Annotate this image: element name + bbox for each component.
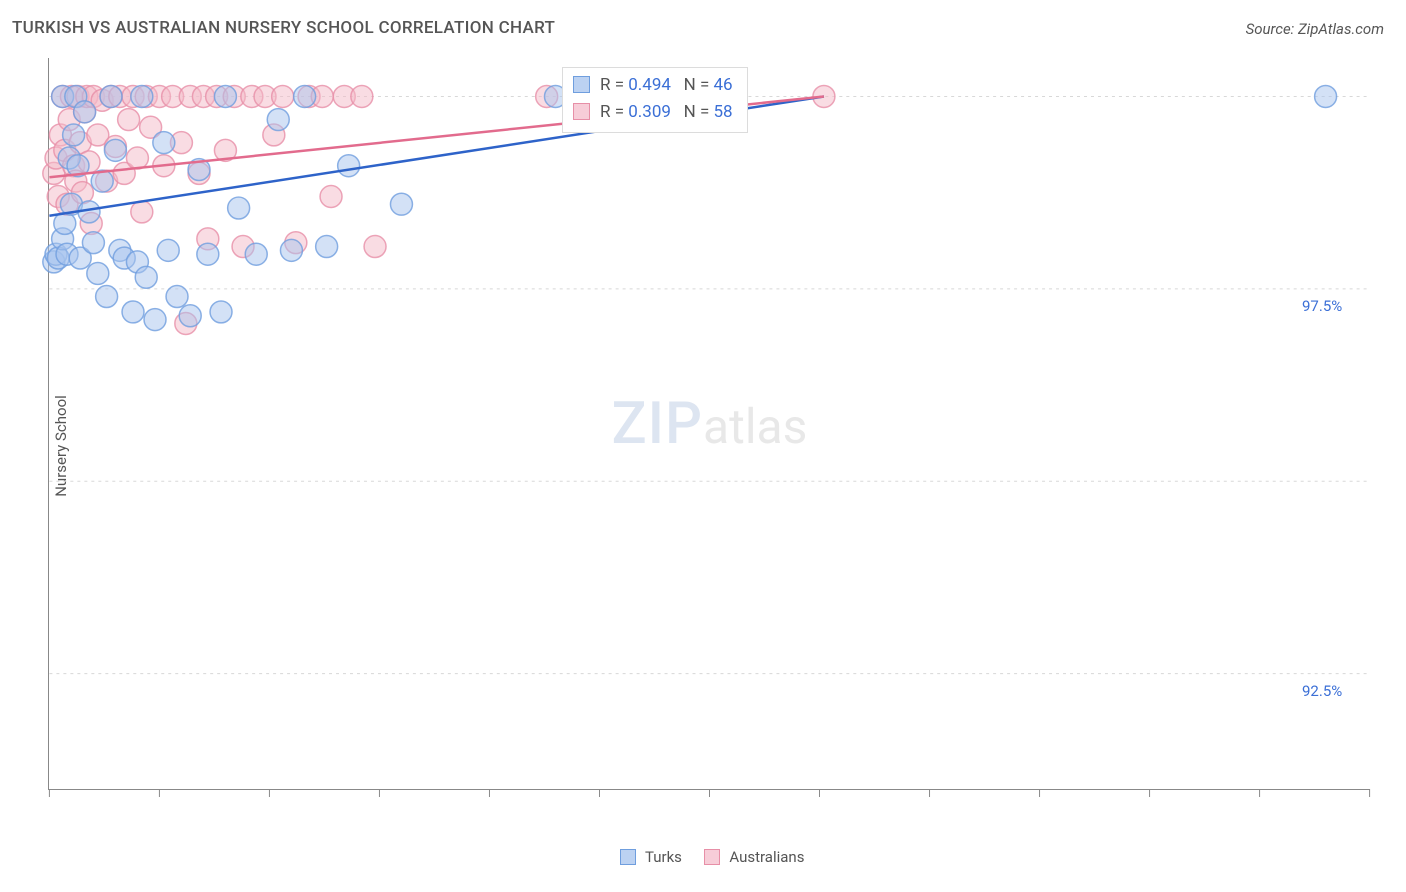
legend-label-australians: Australians	[729, 848, 804, 866]
stats-swatch	[573, 103, 590, 120]
stats-swatch	[573, 76, 590, 93]
stats-box: R = 0.494 N = 46R = 0.309 N = 58	[562, 67, 748, 133]
y-tick-label: 92.5%	[1302, 682, 1342, 700]
source-label: Source: ZipAtlas.com	[1246, 20, 1384, 38]
y-tick-label: 97.5%	[1302, 297, 1342, 315]
stats-row: R = 0.494 N = 46	[573, 72, 733, 99]
legend-swatch-turks	[620, 849, 636, 865]
plot-svg	[49, 58, 1370, 789]
legend-swatch-australians	[704, 849, 720, 865]
legend-bottom: Turks Australians	[0, 848, 1406, 866]
chart-container: TURKISH VS AUSTRALIAN NURSERY SCHOOL COR…	[0, 0, 1406, 892]
plot-area: ZIPatlas	[48, 58, 1370, 790]
legend-label-turks: Turks	[645, 848, 682, 866]
chart-title: TURKISH VS AUSTRALIAN NURSERY SCHOOL COR…	[12, 18, 555, 38]
stats-row: R = 0.309 N = 58	[573, 99, 733, 126]
